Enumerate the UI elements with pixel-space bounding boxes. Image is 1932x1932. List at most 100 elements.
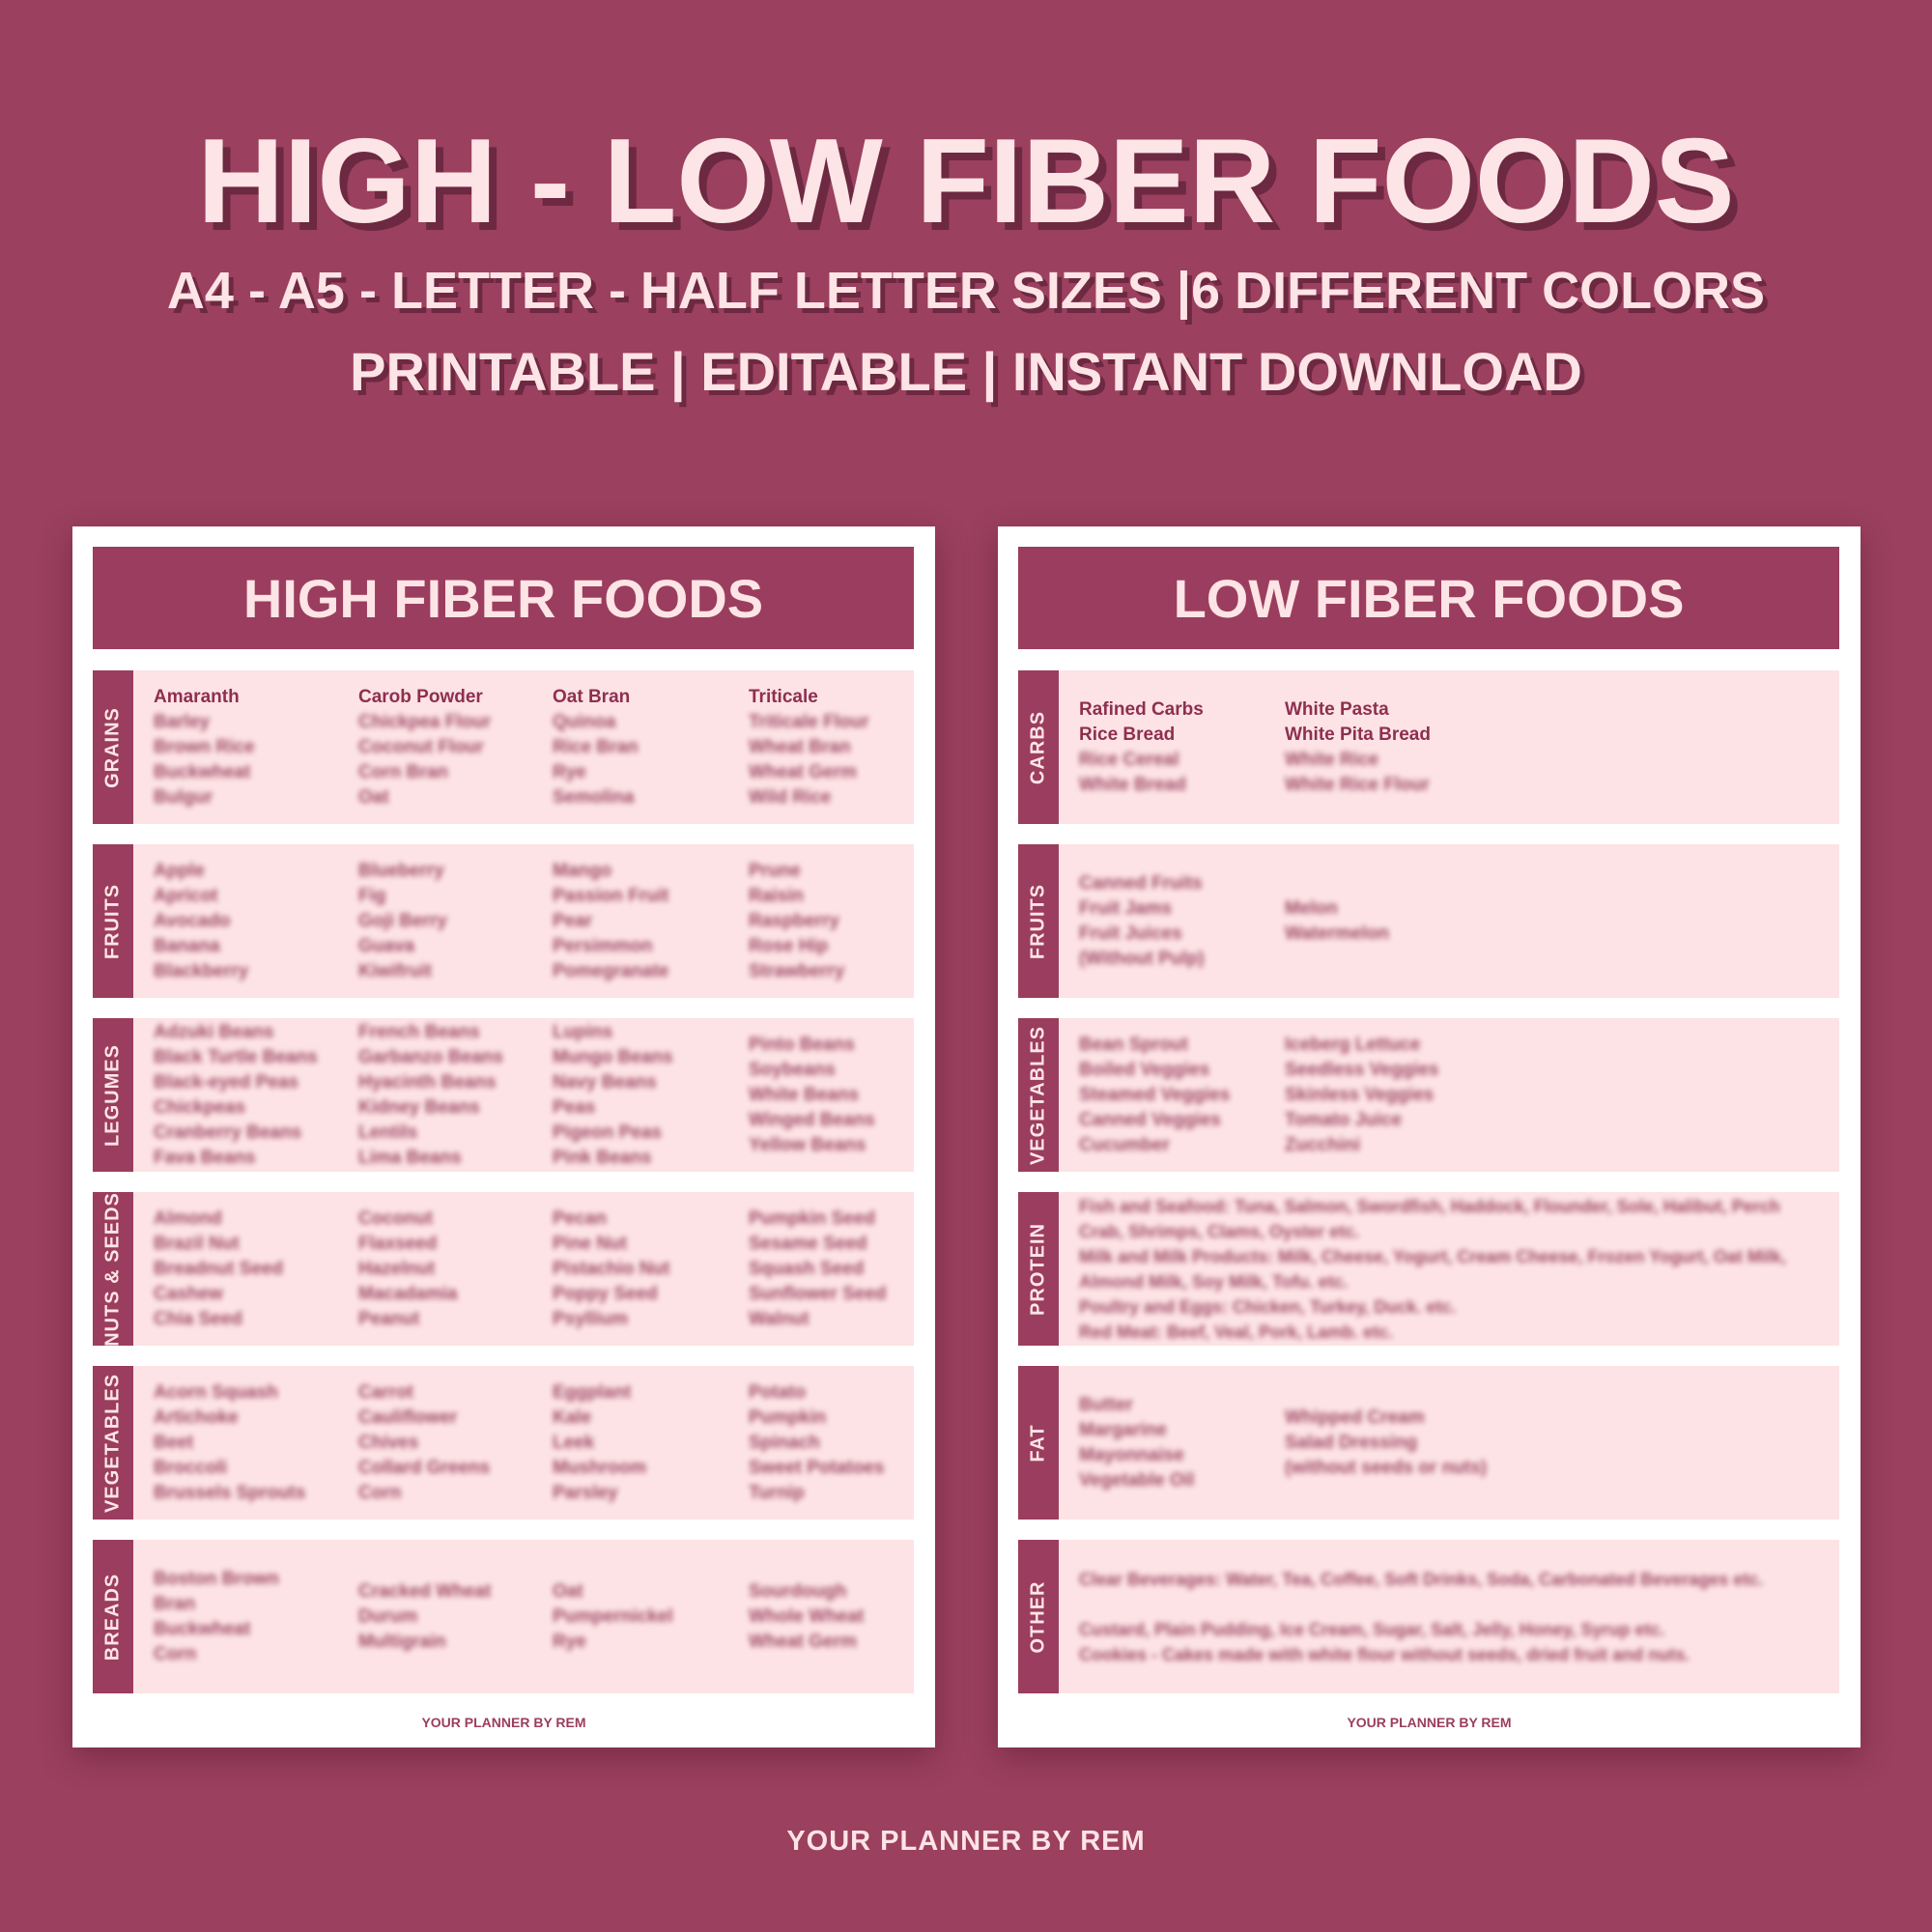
food-item: Amaranth [154,686,240,707]
food-item: Triticale [749,686,818,707]
food-item: Pinto Beans [749,1034,855,1055]
food-item: Rice Cereal [1079,749,1179,770]
food-column: Iceberg Lettuce Seedless Veggies Skinless … [1285,1018,1439,1172]
food-item: Butter [1079,1394,1133,1415]
section-tab: CARBS [1018,670,1059,824]
food-item: Persimmon [553,935,653,956]
food-item: Iceberg Lettuce [1285,1034,1421,1055]
food-item: Strawberry [749,960,845,981]
food-item: Squash Seed [749,1258,865,1279]
food-line: Cookies - Cakes made with white flour wi… [1079,1644,1690,1664]
food-item: Bean Sprout [1079,1034,1188,1055]
section-vegetables: VEGETABLES Bean Sprout Boiled Veggies Steam… [1018,1018,1839,1172]
food-item: Bran [154,1593,196,1614]
food-item: Raspberry [749,910,839,931]
food-item: Wild Rice [749,786,832,808]
food-item: Cashew [154,1283,223,1304]
food-item: Zucchini [1285,1134,1361,1155]
section-fruits: FRUITS Canned Fruits Fruit Jams Fruit Juice… [1018,844,1839,998]
section-tab: FRUITS [93,844,133,998]
food-item: Bulgur [154,786,213,808]
food-column: Potato Pumpkin Spinach Sweet Potatoes Turnip [749,1366,884,1520]
section-label: FRUITS [101,883,124,959]
food-item: Melon [1285,897,1338,919]
food-item: Mayonnaise [1079,1444,1184,1465]
food-item: Peas [553,1096,596,1118]
section-label: FRUITS [1027,883,1049,959]
food-item: Garbanzo Beans [358,1046,503,1067]
food-item: Chickpea Flour [358,711,492,732]
subtitle-features: PRINTABLE | EDITABLE | INSTANT DOWNLOAD [350,341,1582,402]
section-nuts-seeds: NUTS & SEEDS Almond Brazil Nut Breadnut See… [93,1192,914,1346]
food-item: Hazelnut [358,1258,436,1279]
food-item: Banana [154,935,220,956]
food-item: Prune [749,860,801,881]
section-tab: LEGUMES [93,1018,133,1172]
food-item: Broccoli [154,1457,228,1478]
food-column: French Beans Garbanzo Beans Hyacinth Beans… [358,1018,503,1172]
food-column: White Pasta White Pita Bread White Rice Whi… [1285,670,1431,824]
food-item: Barley [154,711,211,732]
food-item: Macadamia [358,1283,458,1304]
food-item: Beet [154,1432,194,1453]
food-item: Boston Brown [154,1568,279,1589]
section-carbs: CARBS Rafined Carbs Rice Bread Rice Cereal W… [1018,670,1839,824]
card-footer: YOUR PLANNER BY REM [1347,1715,1512,1730]
section-label: FAT [1027,1423,1049,1463]
food-item: Kiwifruit [358,960,432,981]
food-item: Acorn Squash [154,1381,278,1403]
food-column: Apple Apricot Avocado Banana Blackberry [154,844,248,998]
food-item: Rye [553,761,586,782]
food-item: Whipped Cream [1285,1406,1425,1428]
food-item: Sunflower Seed [749,1283,887,1304]
food-item: Tomato Juice [1285,1109,1403,1130]
food-item: (without seeds or nuts) [1285,1457,1487,1478]
food-item: Chia Seed [154,1308,242,1329]
food-item: White Beans [749,1084,860,1105]
food-item: Apricot [154,885,218,906]
subtitle-sizes: A4 - A5 - LETTER - HALF LETTER SIZES |6 … [166,262,1766,320]
food-item: Coconut [358,1208,434,1229]
card-header: HIGH FIBER FOODS [93,547,914,649]
food-column: Carob Powder Chickpea Flour Coconut Flour C… [358,670,491,824]
food-column: Almond Brazil Nut Breadnut Seed Cashew Chia … [154,1192,283,1346]
food-item: Passion Fruit [553,885,669,906]
food-item: Margarine [1079,1419,1167,1440]
food-item: Brown Rice [154,736,255,757]
food-item: Durum [358,1605,418,1627]
food-item: Quinoa [553,711,616,732]
food-item: White Bread [1079,774,1186,795]
section-vegetables: VEGETABLES Acorn Squash Artichoke Beet Brocc… [93,1366,914,1520]
food-item: (Without Pulp) [1079,948,1205,969]
food-item: Corn Bran [358,761,448,782]
section-tab: VEGETABLES [93,1366,133,1520]
section-label: NUTS & SEEDS [101,1191,124,1347]
food-item: Pumpernickel [553,1605,673,1627]
food-item: Hyacinth Beans [358,1071,497,1093]
food-line: Almond Milk, Soy Milk, Tofu. etc. [1079,1271,1349,1292]
food-item: Black-eyed Peas [154,1071,298,1093]
food-line: Poultry and Eggs: Chicken, Turkey, Duck.… [1079,1296,1457,1317]
food-item: Rose Hip [749,935,829,956]
food-line: Clear Beverages: Water, Tea, Coffee, Sof… [1079,1569,1764,1589]
food-column: Cracked Wheat Durum Multigrain [358,1540,491,1693]
food-item: Lentils [358,1122,418,1143]
food-item: Cracked Wheat [358,1580,492,1602]
food-item: Peanut [358,1308,420,1329]
food-line: Custard, Plain Pudding, Ice Cream, Sugar… [1079,1619,1665,1639]
food-column: Coconut Flaxseed Hazelnut Macadamia Peanut [358,1192,457,1346]
food-column: Boston Brown Bran Buckwheat Corn [154,1540,279,1693]
food-column: Pumpkin Seed Sesame Seed Squash Seed Sunflo… [749,1192,887,1346]
section-label: LEGUMES [101,1043,124,1147]
food-item: Blackberry [154,960,249,981]
food-item: Oat [358,786,389,808]
food-column: Blueberry Fig Goji Berry Guava Kiwifruit [358,844,447,998]
section-tab: OTHER [1018,1540,1059,1693]
food-item: Flaxseed [358,1233,438,1254]
food-item: Cucumber [1079,1134,1170,1155]
food-item: Seedless Veggies [1285,1059,1439,1080]
section-label: CARBS [1027,710,1049,784]
food-column: Acorn Squash Artichoke Beet Broccoli Brussel… [154,1366,305,1520]
food-item: Canned Veggies [1079,1109,1221,1130]
section-label: PROTEIN [1027,1222,1049,1316]
